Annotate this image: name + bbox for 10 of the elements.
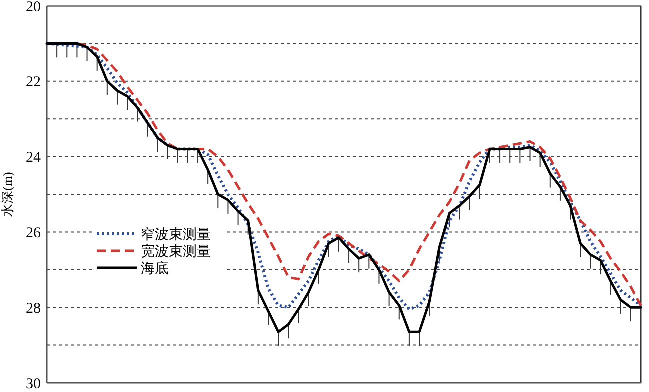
y-tick-label: 26 <box>26 225 42 242</box>
y-tick-label: 24 <box>26 150 42 166</box>
y-tick-label: 20 <box>26 0 41 16</box>
legend-label: 海底 <box>141 260 169 277</box>
y-tick-label: 30 <box>26 376 41 392</box>
legend-label: 宽波束测量 <box>141 244 211 260</box>
y-tick-label: 22 <box>26 74 41 91</box>
legend-label: 窄波束测量 <box>141 226 211 243</box>
y-tick-label: 28 <box>26 300 41 317</box>
y-axis-title: 水深(m) <box>0 172 15 217</box>
